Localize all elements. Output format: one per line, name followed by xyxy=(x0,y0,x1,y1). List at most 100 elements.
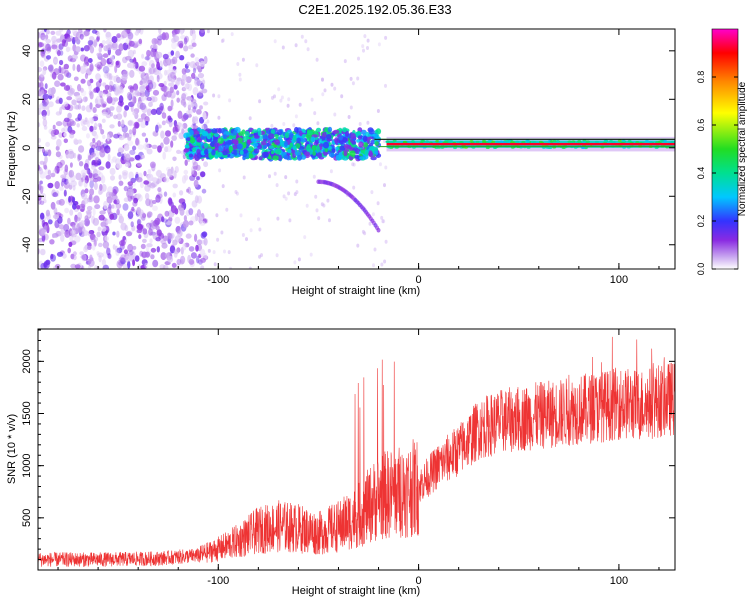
band-blob xyxy=(343,150,348,157)
faint-blob xyxy=(245,237,248,242)
noise-blob xyxy=(67,247,71,254)
band-blob xyxy=(322,151,328,156)
noise-blob xyxy=(177,110,183,120)
noise-blob xyxy=(77,84,82,92)
faint-blob xyxy=(383,183,386,188)
noise-blob xyxy=(203,56,208,64)
noise-blob xyxy=(118,95,124,104)
noise-blob xyxy=(102,82,107,87)
noise-blob xyxy=(160,240,167,245)
noise-blob xyxy=(80,78,86,84)
x-tick-label: 100 xyxy=(610,274,628,286)
noise-blob xyxy=(100,129,105,135)
noise-blob xyxy=(151,144,158,149)
faint-blob xyxy=(287,191,291,196)
steady-blob xyxy=(627,139,632,143)
noise-blob xyxy=(45,175,52,180)
noise-blob xyxy=(91,244,96,251)
noise-blob xyxy=(57,50,61,57)
noise-blob xyxy=(110,175,115,181)
noise-blob xyxy=(133,121,140,129)
noise-blob xyxy=(55,230,62,237)
noise-blob xyxy=(50,253,54,260)
noise-blob xyxy=(191,72,196,79)
noise-blob xyxy=(155,225,160,231)
noise-blob xyxy=(161,216,165,223)
noise-blob xyxy=(111,36,118,43)
noise-blob xyxy=(187,104,191,111)
noise-blob xyxy=(194,233,198,242)
noise-blob xyxy=(148,83,153,92)
faint-blob xyxy=(384,165,388,170)
band-blob xyxy=(305,145,311,151)
noise-blob xyxy=(121,153,125,161)
noise-blob xyxy=(59,59,64,66)
noise-blob xyxy=(142,238,147,243)
noise-blob xyxy=(126,91,132,100)
noise-blob xyxy=(45,38,51,44)
noise-blob xyxy=(169,86,174,94)
noise-blob xyxy=(185,233,192,239)
noise-blob xyxy=(130,221,134,228)
faint-blob xyxy=(292,123,296,128)
noise-blob xyxy=(66,179,71,186)
faint-blob xyxy=(282,122,286,126)
faint-blob xyxy=(275,183,279,188)
noise-blob xyxy=(116,33,121,39)
faint-blob xyxy=(310,97,314,102)
noise-blob xyxy=(122,42,129,51)
noise-blob xyxy=(196,109,202,115)
noise-blob xyxy=(194,79,201,87)
noise-blob xyxy=(63,85,71,91)
noise-blob xyxy=(70,229,77,235)
noise-blob xyxy=(167,197,173,205)
noise-blob xyxy=(98,46,102,53)
noise-blob xyxy=(89,36,95,42)
noise-blob xyxy=(120,35,125,40)
noise-blob xyxy=(156,246,160,253)
noise-blob xyxy=(58,224,65,230)
noise-blob xyxy=(97,98,104,106)
noise-blob xyxy=(169,233,174,242)
noise-blob xyxy=(143,170,147,177)
noise-blob xyxy=(122,70,129,78)
spectrogram-axes: -100 0 100 -40 -20 0 20 40 xyxy=(21,29,675,286)
faint-blob xyxy=(217,115,221,120)
noise-blob xyxy=(125,231,133,237)
noise-blob xyxy=(102,53,109,58)
faint-blob xyxy=(217,94,221,99)
noise-blob xyxy=(39,60,45,67)
noise-blob xyxy=(111,204,115,209)
band-blob xyxy=(290,149,295,154)
noise-blob xyxy=(170,71,176,79)
noise-blob xyxy=(200,257,206,263)
band-blob xyxy=(189,137,196,144)
noise-blob xyxy=(181,68,187,75)
noise-blob xyxy=(192,63,198,71)
noise-blob xyxy=(58,132,63,138)
snr-frame xyxy=(37,328,676,571)
colorbar-tick-label: 0.4 xyxy=(696,167,706,180)
noise-blob xyxy=(140,243,146,250)
band-blob xyxy=(273,134,279,138)
noise-blob xyxy=(135,137,140,146)
noise-blob xyxy=(69,234,74,242)
faint-blob xyxy=(258,227,262,232)
noise-blob xyxy=(96,52,102,57)
steady-blob xyxy=(603,139,608,143)
noise-blob xyxy=(171,135,177,142)
faint-blob xyxy=(368,221,372,226)
noise-blob xyxy=(89,233,96,240)
noise-blob xyxy=(186,96,193,101)
noise-blob xyxy=(131,251,136,259)
noise-blob xyxy=(88,90,93,96)
noise-blob xyxy=(150,247,157,253)
noise-blob xyxy=(181,175,187,184)
noise-blob xyxy=(56,138,62,148)
noise-blob xyxy=(122,263,128,269)
x-tick-label: 0 xyxy=(416,575,422,587)
noise-blob xyxy=(136,193,142,199)
noise-blob xyxy=(88,230,95,235)
noise-blob xyxy=(38,195,42,201)
band-blob xyxy=(374,141,379,146)
